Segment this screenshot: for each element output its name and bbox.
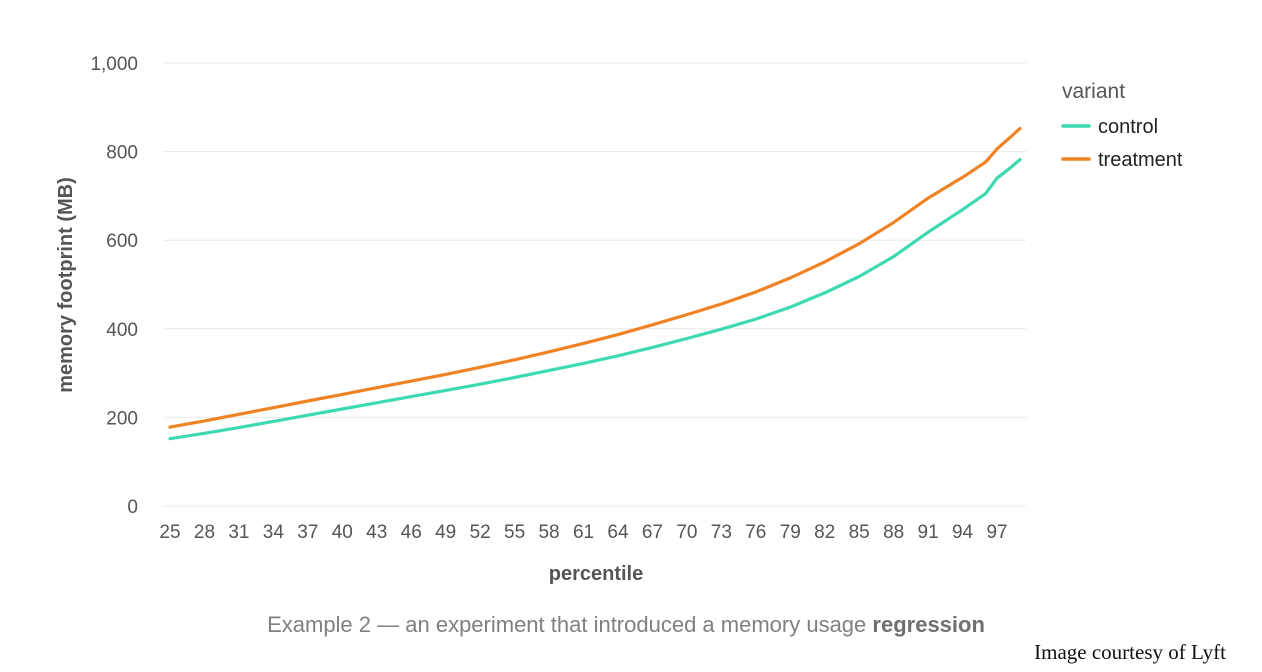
y-tick-label: 600 bbox=[106, 231, 138, 252]
x-axis-ticks: 25 28 31 34 37 40 43 46 49 52 55 58 61 64 67 70 73 76 79 82… bbox=[159, 522, 1007, 543]
x-tick-label: 88 bbox=[883, 522, 904, 543]
x-tick-label: 70 bbox=[676, 522, 697, 543]
x-tick-label: 91 bbox=[918, 522, 939, 543]
series-line-treatment bbox=[168, 127, 1022, 429]
x-tick-label: 73 bbox=[711, 522, 732, 543]
series-lines bbox=[168, 127, 1022, 441]
x-tick-label: 46 bbox=[401, 522, 422, 543]
x-tick-label: 43 bbox=[366, 522, 387, 543]
x-tick-label: 25 bbox=[159, 522, 180, 543]
y-tick-label: 1,000 bbox=[90, 54, 138, 75]
series-line-control bbox=[168, 158, 1022, 441]
x-tick-label: 82 bbox=[814, 522, 835, 543]
y-tick-label: 200 bbox=[106, 408, 138, 429]
x-tick-label: 79 bbox=[780, 522, 801, 543]
x-tick-label: 58 bbox=[538, 522, 559, 543]
y-tick-label: 800 bbox=[106, 143, 138, 164]
caption-emphasis: regression bbox=[872, 612, 985, 637]
legend-title: variant bbox=[1062, 80, 1125, 103]
legend-label-control: control bbox=[1098, 116, 1158, 138]
y-tick-label: 400 bbox=[106, 320, 138, 341]
x-tick-label: 94 bbox=[952, 522, 974, 543]
image-credit: Image courtesy of Lyft bbox=[1034, 640, 1226, 664]
legend: variant control treatment bbox=[1061, 80, 1183, 171]
x-tick-label: 64 bbox=[607, 522, 629, 543]
x-tick-label: 85 bbox=[849, 522, 870, 543]
y-tick-label: 0 bbox=[127, 497, 138, 518]
x-tick-label: 67 bbox=[642, 522, 663, 543]
x-axis-title: percentile bbox=[549, 563, 643, 585]
x-tick-label: 52 bbox=[470, 522, 491, 543]
line-chart: 0 200 400 600 800 1,000 25 28 31 34 37 40 43 46 49 52 5… bbox=[55, 54, 1183, 585]
x-tick-label: 28 bbox=[194, 522, 215, 543]
figure-caption: Example 2 — an experiment that introduce… bbox=[0, 612, 1252, 638]
legend-label-treatment: treatment bbox=[1098, 149, 1183, 171]
x-tick-label: 97 bbox=[986, 522, 1007, 543]
x-tick-label: 55 bbox=[504, 522, 525, 543]
x-tick-label: 31 bbox=[228, 522, 249, 543]
caption-text: Example 2 — an experiment that introduce… bbox=[267, 612, 867, 637]
y-axis-title: memory footprint (MB) bbox=[55, 177, 77, 393]
x-tick-label: 49 bbox=[435, 522, 456, 543]
x-tick-label: 40 bbox=[332, 522, 353, 543]
x-tick-label: 37 bbox=[297, 522, 318, 543]
x-tick-label: 34 bbox=[263, 522, 285, 543]
gridlines bbox=[164, 62, 1026, 507]
y-axis-ticks: 0 200 400 600 800 1,000 bbox=[90, 54, 138, 518]
x-tick-label: 61 bbox=[573, 522, 594, 543]
x-tick-label: 76 bbox=[745, 522, 766, 543]
